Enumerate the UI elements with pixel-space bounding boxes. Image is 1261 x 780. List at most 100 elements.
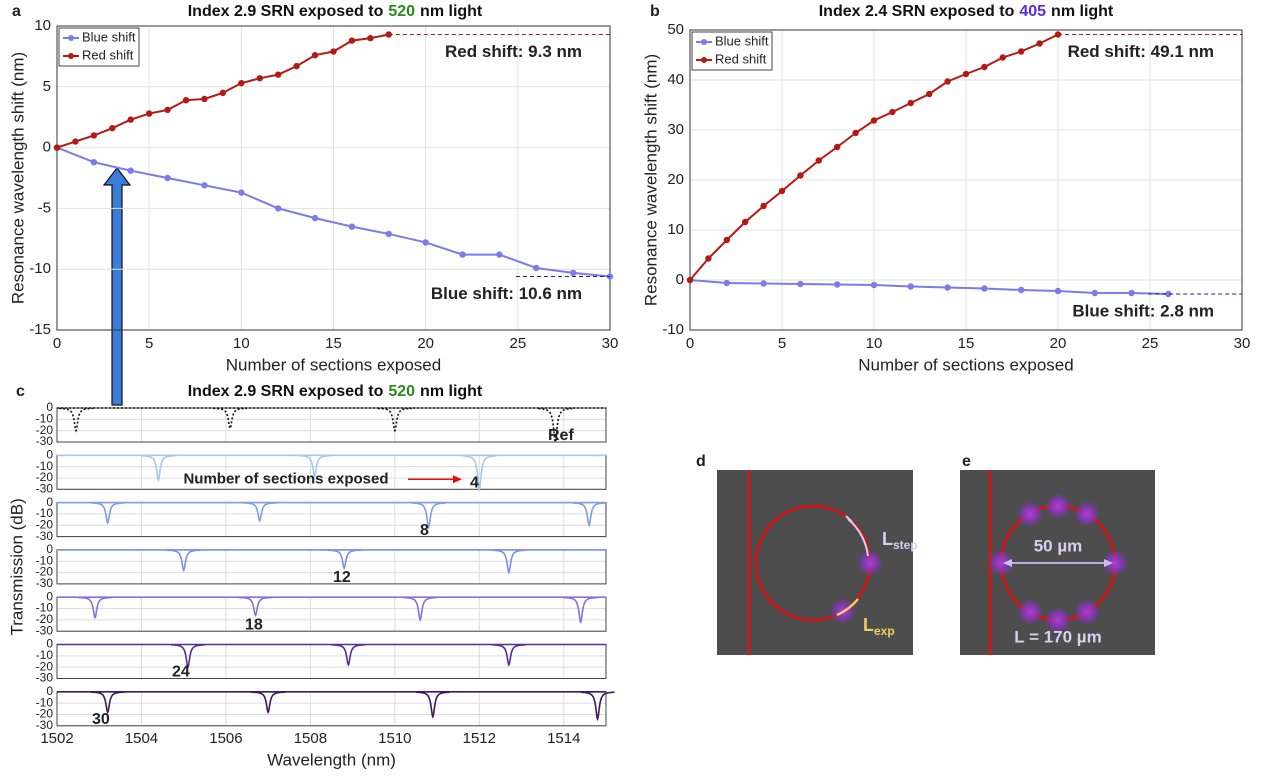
point	[1165, 290, 1172, 298]
exposed-section	[1045, 493, 1071, 519]
y-tick-label: 0	[46, 684, 53, 698]
y-tick-label: -30	[36, 671, 54, 685]
resonance-dip	[242, 502, 277, 523]
panel-letter: e	[962, 453, 971, 470]
x-tick-label: 25	[1142, 335, 1159, 352]
row-label: 8	[420, 522, 429, 539]
title-part: Index 2.9 SRN exposed to	[188, 383, 384, 400]
resonance-dip	[297, 454, 332, 478]
annotation: Number of sections exposed	[183, 470, 388, 487]
y-tick-label: -20	[36, 612, 54, 626]
point	[219, 89, 227, 97]
resonance-dip	[170, 644, 205, 670]
point	[1128, 289, 1135, 297]
x-tick-label: 1506	[209, 730, 242, 747]
y-axis-label: Transmission (dB)	[7, 498, 26, 635]
x-axis-label: Wavelength (nm)	[267, 750, 396, 769]
point	[311, 51, 319, 59]
point	[496, 251, 503, 258]
y-tick-label: 0	[43, 139, 51, 156]
x-tick-label: 15	[325, 335, 342, 352]
x-tick-label: 1504	[125, 730, 158, 747]
y-tick-label: -30	[36, 529, 54, 543]
x-tick-label: 5	[145, 335, 153, 352]
annotation-arrow-head	[453, 475, 462, 484]
exposed-section	[1017, 599, 1043, 625]
y-tick-label: 0	[46, 495, 53, 509]
resonance-dip	[462, 455, 497, 492]
exp-label: Lexp	[863, 615, 895, 638]
row-frame	[56, 549, 607, 585]
y-tick-label: -10	[36, 459, 54, 473]
point	[164, 106, 171, 114]
arc-end	[845, 515, 853, 523]
x-axis-label: Number of sections exposed	[226, 355, 441, 374]
resonance-dip	[327, 549, 362, 570]
y-tick-label: 0	[46, 542, 53, 556]
resonance-dip	[238, 596, 273, 617]
point	[1036, 40, 1043, 47]
y-tick-label: 20	[667, 171, 684, 188]
point	[870, 117, 878, 124]
point	[330, 48, 337, 55]
point	[367, 34, 374, 42]
exposed-section	[857, 550, 883, 576]
y-tick-label: 0	[46, 400, 53, 414]
x-tick-label: 30	[1234, 335, 1251, 352]
exposed-section	[1045, 607, 1071, 633]
y-tick-label: 50	[667, 21, 684, 38]
point	[962, 70, 970, 78]
point	[723, 279, 730, 287]
y-tick-label: -20	[36, 707, 54, 721]
x-tick-label: 20	[417, 335, 434, 352]
legend-label: Blue shift	[715, 33, 769, 48]
panel-letter: a	[12, 3, 21, 20]
exposed-section	[1074, 501, 1100, 527]
y-tick-label: 0	[46, 589, 53, 603]
point	[238, 79, 245, 87]
point	[1091, 289, 1099, 297]
row-label: 18	[245, 616, 263, 633]
point	[164, 174, 171, 182]
point	[870, 281, 878, 289]
x-tick-label: 1514	[547, 730, 580, 747]
point	[90, 132, 98, 139]
title-part: 520	[388, 383, 415, 400]
row-frame	[56, 407, 607, 443]
panel-letter: b	[650, 3, 660, 20]
point	[201, 182, 208, 189]
annotation: Red shift: 49.1 nm	[1068, 42, 1214, 61]
resonance-dip	[580, 691, 615, 722]
resonance-dip	[491, 644, 526, 667]
legend-label: Red shift	[82, 47, 134, 62]
point	[907, 283, 914, 290]
y-tick-label: -10	[36, 648, 54, 662]
y-tick-label: -15	[29, 321, 51, 338]
panel-letter: c	[16, 383, 25, 400]
y-tick-label: -20	[36, 423, 54, 437]
y-axis-label: Resonance wavelength shift (nm)	[8, 52, 27, 304]
y-tick-label: -20	[36, 565, 54, 579]
label-sub: step	[893, 538, 918, 552]
x-tick-label: 25	[509, 335, 526, 352]
y-axis-label: Resonance wavelength shift (nm)	[641, 54, 660, 306]
legend-label: Red shift	[715, 51, 767, 66]
point	[834, 281, 841, 288]
point	[686, 276, 694, 284]
row-label: 4	[470, 475, 479, 492]
point	[127, 116, 134, 123]
resonance-dip	[411, 502, 446, 530]
series-line	[56, 146, 611, 278]
label-base: L	[863, 615, 874, 635]
y-tick-label: -10	[36, 506, 54, 520]
resonance-dip	[377, 407, 412, 433]
series-line	[689, 279, 1169, 295]
point	[422, 239, 429, 246]
point	[53, 144, 61, 151]
exposed-section	[988, 550, 1014, 576]
x-tick-label: 0	[686, 335, 694, 352]
annotation: Red shift: 9.3 nm	[445, 42, 582, 61]
point	[182, 96, 190, 104]
point	[569, 269, 577, 277]
y-tick-label: 30	[667, 121, 684, 138]
